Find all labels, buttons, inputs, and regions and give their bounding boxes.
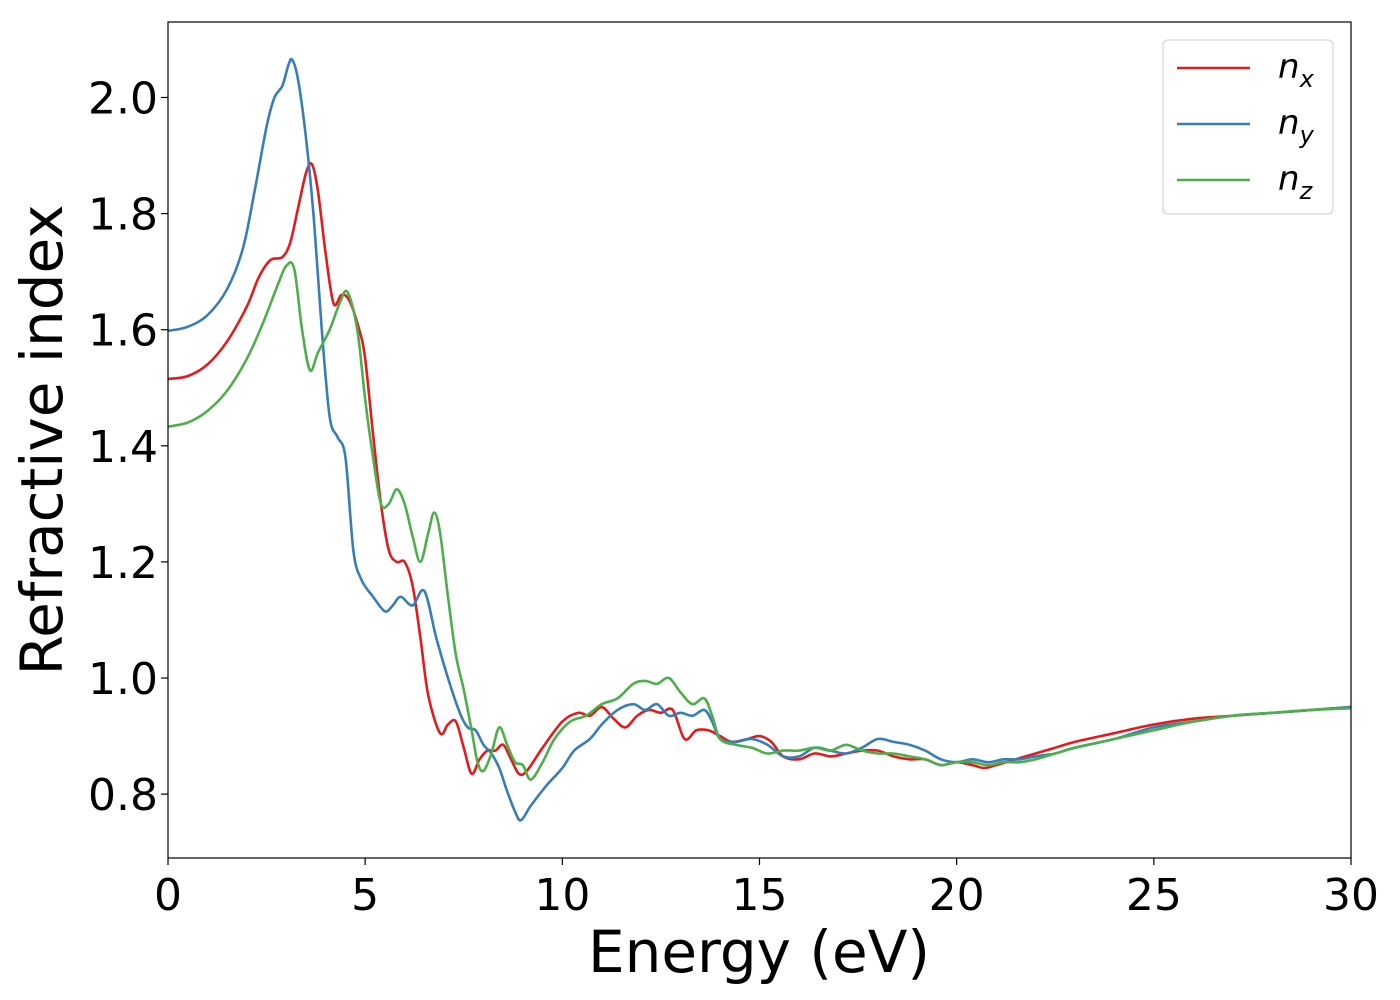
x-tick-label: 30 (1323, 870, 1379, 921)
x-tick-label: 10 (534, 870, 590, 921)
y-tick-label: 1.8 (88, 190, 158, 241)
x-tick-label: 15 (732, 870, 788, 921)
legend-box (1162, 39, 1334, 215)
x-axis-label: Energy (eV) (588, 918, 930, 986)
series-lines (168, 57, 1351, 822)
x-tick-label: 20 (929, 870, 985, 921)
legend-label-n-x: nx (1278, 47, 1315, 93)
y-tick-label: 1.4 (88, 422, 158, 473)
y-axis-label: Refractive index (8, 204, 76, 675)
legend-label-n-z: nz (1278, 159, 1314, 205)
legend-label-n-y: ny (1278, 103, 1315, 149)
x-tick-label: 5 (351, 870, 379, 921)
x-axis-ticks: 0 5 10 15 20 25 30 (154, 858, 1379, 921)
y-tick-label: 0.8 (88, 770, 158, 821)
y-tick-label: 1.0 (88, 654, 158, 705)
x-tick-label: 0 (154, 870, 182, 921)
y-tick-label: 1.6 (88, 306, 158, 357)
legend: nx ny nz (1162, 39, 1334, 215)
y-axis-ticks: 0.8 1.0 1.2 1.4 1.6 1.8 2.0 (88, 73, 168, 821)
y-tick-label: 2.0 (88, 73, 158, 124)
y-tick-label: 1.2 (88, 538, 158, 589)
x-tick-label: 25 (1126, 870, 1182, 921)
series-line-n-z (168, 261, 1351, 781)
